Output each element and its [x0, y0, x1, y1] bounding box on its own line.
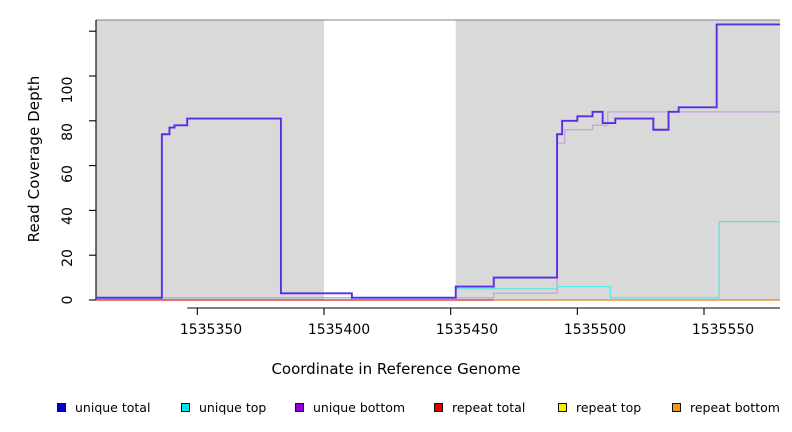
legend-label-unique-top: unique top: [199, 399, 267, 415]
legend-label-repeat-bottom: repeat bottom: [690, 399, 780, 415]
legend-item-repeat-bottom[interactable]: repeat bottom: [672, 396, 780, 418]
shaded-region-0: [96, 20, 324, 300]
legend-item-repeat-total[interactable]: repeat total: [434, 396, 525, 418]
x-tick-label-1535450: 1535450: [435, 322, 499, 338]
legend-label-unique-total: unique total: [75, 399, 151, 415]
shaded-region-1: [455, 20, 780, 300]
legend-item-unique-total[interactable]: unique total: [57, 396, 150, 418]
legend-swatch-unique-bottom: [295, 402, 304, 412]
legend-label-repeat-total: repeat total: [452, 399, 526, 415]
legend: unique total unique top unique bottom re…: [0, 396, 792, 418]
x-tick-label-1535550: 1535550: [691, 322, 755, 338]
x-tick-label-1535400: 1535400: [307, 322, 371, 338]
x-axis-title: Coordinate in Reference Genome: [271, 360, 521, 378]
x-tick-label-1535350: 1535350: [179, 322, 243, 338]
legend-item-unique-top[interactable]: unique top: [181, 396, 266, 418]
x-tick-label-1535500: 1535500: [563, 322, 627, 338]
legend-swatch-unique-total: [57, 402, 66, 412]
legend-swatch-repeat-total: [434, 402, 443, 412]
legend-swatch-repeat-top: [558, 402, 567, 412]
legend-label-unique-bottom: unique bottom: [313, 399, 406, 415]
legend-label-repeat-top: repeat top: [576, 399, 642, 415]
legend-item-unique-bottom[interactable]: unique bottom: [295, 396, 405, 418]
legend-swatch-repeat-bottom: [672, 402, 681, 412]
legend-swatch-unique-top: [181, 402, 190, 412]
series-line-unique-total: [96, 23, 780, 299]
legend-item-repeat-top[interactable]: repeat top: [558, 396, 641, 418]
